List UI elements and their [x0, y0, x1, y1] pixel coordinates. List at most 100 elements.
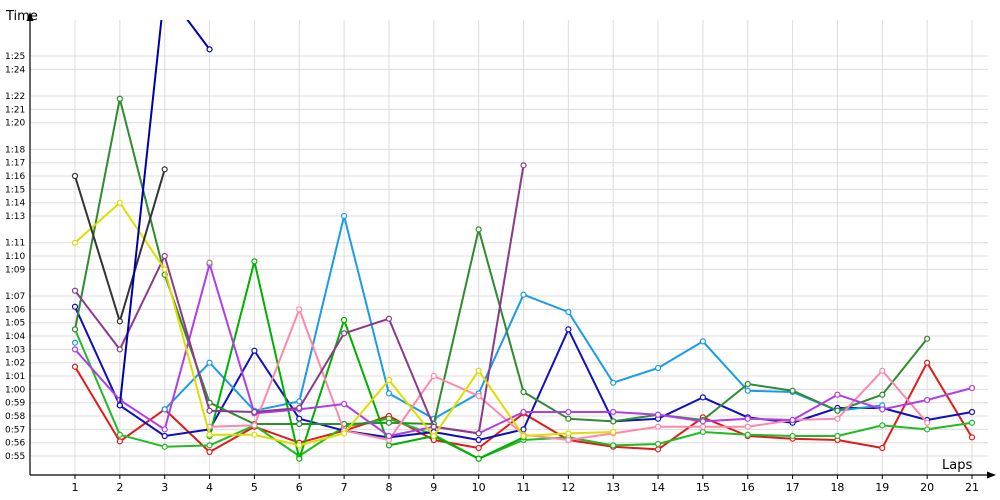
y-tick-label: 0:55 [5, 452, 25, 462]
data-point [341, 316, 348, 324]
x-tick-label: 18 [830, 481, 844, 494]
data-point [251, 408, 258, 416]
data-point [161, 432, 168, 440]
y-tick-label: 1:20 [5, 119, 25, 129]
series-line [74, 97, 928, 425]
data-point [71, 172, 79, 180]
data-point [654, 364, 662, 372]
data-point [71, 339, 79, 346]
data-point [71, 346, 79, 353]
data-point [161, 443, 168, 450]
data-point [206, 431, 213, 438]
y-tick-label: 0:56 [5, 439, 25, 449]
data-point [296, 442, 303, 449]
x-tick-label: 13 [606, 481, 620, 494]
data-point [520, 408, 527, 416]
data-point [699, 338, 707, 345]
data-point [565, 408, 572, 416]
data-point [71, 303, 79, 310]
data-point [385, 315, 393, 322]
x-tick-label: 11 [517, 481, 531, 494]
data-point [206, 442, 213, 449]
x-tick-label: 15 [696, 481, 710, 494]
data-point [475, 444, 482, 452]
data-point [610, 408, 617, 416]
x-tick-label: 21 [965, 481, 979, 494]
data-point [654, 440, 662, 448]
data-point [924, 396, 931, 404]
x-tick-label: 20 [920, 481, 934, 494]
x-tick-label: 9 [430, 481, 437, 494]
data-point [475, 367, 482, 374]
data-point [475, 226, 482, 233]
x-tick-label: 7 [341, 481, 348, 494]
data-point [520, 388, 527, 396]
x-tick-label: 17 [786, 481, 800, 494]
y-tick-label: 1:18 [5, 145, 25, 155]
x-tick-label: 16 [741, 481, 755, 494]
data-point [565, 436, 572, 444]
ticks: 0:55 0:56 0:57 0:58 0:59 1:00 1:01 1:02 1:03 1:04… [5, 52, 979, 494]
data-point [475, 455, 482, 462]
data-point [206, 359, 213, 366]
data-point [520, 432, 527, 440]
y-tick-label: 0:57 [5, 425, 25, 435]
data-point [565, 415, 572, 422]
data-point [520, 291, 527, 298]
series-line [208, 260, 524, 460]
y-tick-label: 0:58 [5, 412, 25, 422]
grid [30, 20, 988, 475]
data-point [968, 384, 976, 392]
data-point [116, 318, 123, 325]
y-tick-label: 1:24 [5, 65, 25, 75]
data-point [71, 287, 79, 294]
y-tick-label: 1:02 [5, 359, 25, 369]
data-point [744, 423, 751, 430]
data-point [968, 408, 976, 416]
data-point [116, 199, 123, 206]
data-point [654, 446, 662, 453]
data-point [744, 415, 751, 422]
data-point [206, 448, 213, 456]
y-tick-label: 1:14 [5, 199, 25, 209]
data-point [789, 416, 796, 424]
data-point [699, 428, 707, 436]
data-point [385, 419, 393, 426]
series-9 [71, 162, 527, 437]
data-point [879, 391, 886, 398]
data-point [879, 444, 886, 452]
data-point [879, 422, 886, 429]
data-point [116, 346, 123, 353]
series-13 [206, 259, 213, 266]
series-12 [116, 20, 213, 409]
y-tick-label: 1:21 [5, 105, 25, 115]
series-10 [71, 199, 617, 449]
data-point [341, 400, 348, 408]
data-point [475, 430, 482, 437]
data-point [296, 455, 303, 462]
data-point [834, 407, 841, 414]
y-tick-label: 1:17 [5, 159, 25, 169]
data-point [296, 415, 303, 422]
data-point [296, 420, 303, 428]
data-point [341, 430, 348, 437]
data-point [251, 258, 258, 265]
data-point [565, 326, 572, 333]
data-point [699, 418, 707, 425]
y-tick-label: 1:09 [5, 265, 25, 275]
data-point [385, 390, 393, 397]
data-point [924, 419, 931, 426]
data-point [520, 426, 527, 433]
data-point [116, 438, 123, 445]
data-point [385, 442, 393, 449]
data-point [654, 411, 662, 418]
y-tick-label: 1:25 [5, 52, 25, 62]
data-point [610, 418, 617, 425]
y-tick-label: 1:16 [5, 172, 25, 182]
data-point [385, 432, 393, 440]
data-point [879, 367, 886, 374]
y-tick-label: 1:13 [5, 212, 25, 222]
data-point [968, 419, 976, 426]
data-point [744, 431, 751, 438]
